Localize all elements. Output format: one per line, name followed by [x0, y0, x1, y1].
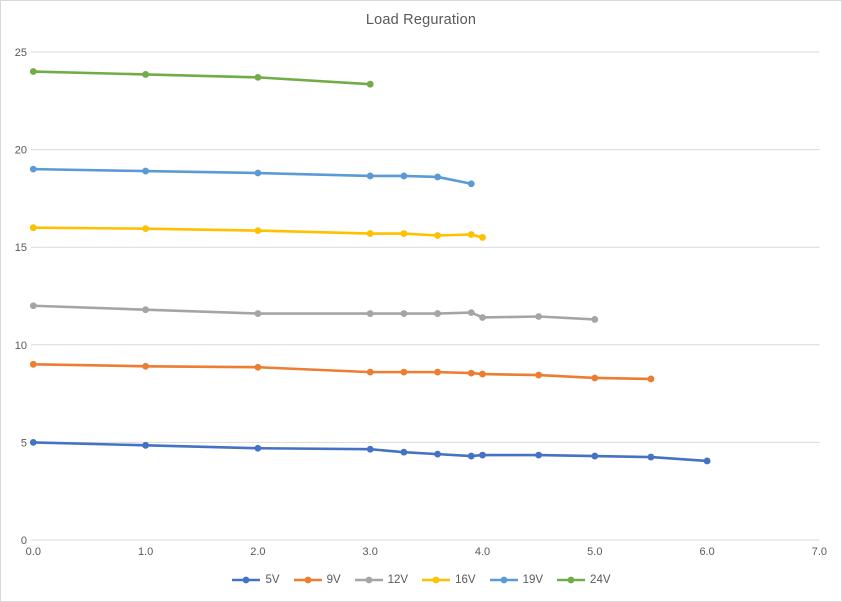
data-point-19V[interactable]: [467, 180, 475, 188]
series-5V[interactable]: [29, 439, 711, 465]
data-point-12V[interactable]: [535, 313, 543, 320]
data-point-9V[interactable]: [366, 368, 374, 376]
legend-label: 24V: [590, 574, 611, 586]
data-point-9V[interactable]: [591, 374, 599, 382]
x-axis-tick-label[interactable]: 6.0: [699, 546, 714, 558]
legend-line-marker-icon: [422, 576, 451, 584]
x-axis-tick-label[interactable]: 4.0: [475, 546, 490, 558]
data-point-9V[interactable]: [535, 371, 543, 379]
data-point-16V[interactable]: [479, 234, 486, 241]
data-point-5V[interactable]: [29, 439, 37, 446]
data-point-5V[interactable]: [254, 444, 262, 452]
legend-item-12V[interactable]: 12V: [354, 574, 408, 586]
legend-item-24V[interactable]: 24V: [556, 574, 611, 586]
x-axis-tick-label[interactable]: 5.0: [587, 546, 602, 558]
y-axis-tick-label[interactable]: 0: [21, 535, 27, 547]
data-point-19V[interactable]: [400, 172, 408, 180]
legend: 5V 9V 12V 16V 19V 24V: [1, 570, 841, 590]
data-point-19V[interactable]: [434, 173, 441, 181]
legend-line-marker-icon: [354, 576, 383, 584]
data-point-12V[interactable]: [467, 309, 475, 316]
x-axis-tick-label[interactable]: 1.0: [138, 546, 153, 558]
data-point-5V[interactable]: [703, 457, 711, 465]
legend-label: 19V: [522, 574, 544, 586]
legend-item-19V[interactable]: 19V: [489, 574, 543, 586]
data-point-12V[interactable]: [479, 314, 486, 321]
series-9V[interactable]: [29, 360, 655, 383]
legend-item-16V[interactable]: 16V: [421, 574, 476, 586]
data-point-24V[interactable]: [254, 73, 262, 81]
data-point-24V[interactable]: [29, 68, 37, 75]
x-axis-tick-label[interactable]: 3.0: [363, 546, 378, 558]
y-axis-tick-label[interactable]: 5: [21, 437, 27, 449]
data-point-5V[interactable]: [467, 452, 475, 460]
data-point-12V[interactable]: [591, 316, 599, 323]
data-point-12V[interactable]: [254, 310, 262, 317]
data-point-9V[interactable]: [434, 368, 441, 376]
data-point-5V[interactable]: [535, 451, 543, 459]
legend-label: 16V: [455, 574, 476, 586]
series-12V[interactable]: [29, 302, 599, 323]
data-point-12V[interactable]: [434, 310, 441, 317]
data-point-16V[interactable]: [29, 224, 37, 232]
data-point-5V[interactable]: [366, 445, 374, 453]
x-axis-tick-label[interactable]: 7.0: [812, 546, 827, 558]
data-point-5V[interactable]: [400, 448, 408, 456]
legend-item-9V[interactable]: 9V: [293, 574, 341, 586]
series-line-5V[interactable]: [31, 441, 709, 463]
data-point-16V[interactable]: [366, 230, 374, 237]
data-point-19V[interactable]: [142, 167, 150, 175]
data-point-24V[interactable]: [142, 71, 150, 78]
y-axis-tick-label[interactable]: 15: [15, 242, 27, 254]
data-point-19V[interactable]: [29, 165, 37, 173]
data-point-9V[interactable]: [647, 375, 655, 383]
series-19V[interactable]: [29, 165, 475, 188]
series-line-16V[interactable]: [31, 226, 484, 239]
legend-line-marker-icon: [293, 576, 322, 584]
data-point-9V[interactable]: [29, 360, 37, 368]
legend-label: 5V: [265, 574, 280, 586]
series-24V[interactable]: [29, 68, 374, 88]
data-point-16V[interactable]: [400, 230, 408, 237]
data-point-16V[interactable]: [467, 231, 475, 238]
data-point-19V[interactable]: [366, 172, 374, 180]
data-point-9V[interactable]: [142, 362, 150, 370]
legend-item-5V[interactable]: 5V: [231, 574, 280, 586]
legend-line-marker-icon: [557, 576, 586, 584]
legend-label: 12V: [387, 574, 409, 586]
data-point-12V[interactable]: [400, 310, 408, 317]
data-point-19V[interactable]: [254, 169, 262, 177]
data-point-12V[interactable]: [142, 306, 150, 314]
data-point-12V[interactable]: [366, 310, 374, 317]
data-point-24V[interactable]: [366, 80, 374, 88]
x-axis-tick-label[interactable]: 2.0: [250, 546, 265, 558]
data-point-5V[interactable]: [142, 441, 150, 449]
y-axis-tick-label[interactable]: 25: [15, 47, 27, 59]
chart-title[interactable]: Load Reguration: [365, 12, 477, 28]
legend-line-marker-icon: [232, 576, 261, 584]
data-point-5V[interactable]: [647, 453, 655, 461]
data-point-9V[interactable]: [254, 363, 262, 371]
x-axis-tick-label[interactable]: 0.0: [26, 546, 41, 558]
legend-label: 9V: [326, 574, 341, 586]
series-line-9V[interactable]: [31, 363, 653, 381]
data-point-9V[interactable]: [479, 370, 486, 378]
y-axis-tick-label[interactable]: 20: [15, 145, 27, 157]
data-point-5V[interactable]: [591, 452, 599, 460]
data-point-9V[interactable]: [467, 369, 475, 377]
series-line-12V[interactable]: [31, 304, 597, 321]
data-point-5V[interactable]: [479, 451, 486, 459]
data-point-5V[interactable]: [434, 450, 441, 458]
data-point-16V[interactable]: [142, 225, 150, 233]
data-point-16V[interactable]: [434, 232, 441, 239]
series-line-24V[interactable]: [31, 70, 372, 86]
series-16V[interactable]: [29, 224, 486, 241]
y-axis-tick-label[interactable]: 10: [15, 340, 27, 352]
data-point-12V[interactable]: [29, 302, 37, 310]
legend-line-marker-icon: [489, 576, 518, 584]
data-point-16V[interactable]: [254, 227, 262, 235]
data-point-9V[interactable]: [400, 368, 408, 376]
